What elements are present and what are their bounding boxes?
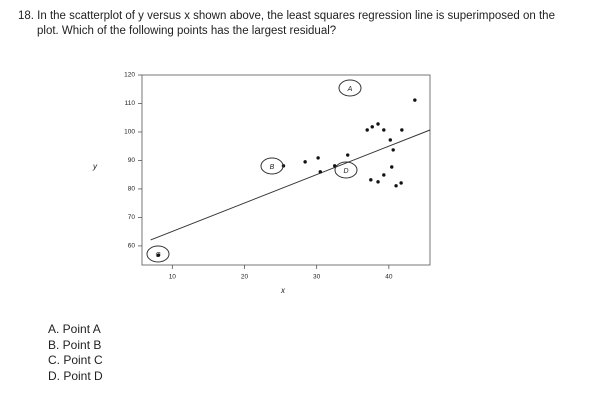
y-tick-label: 70 bbox=[128, 214, 136, 221]
point bbox=[370, 125, 374, 129]
y-tick-label: 60 bbox=[128, 243, 136, 250]
y-tick-label: 100 bbox=[124, 129, 135, 136]
x-tick-label: 40 bbox=[385, 274, 393, 281]
annotation-circle bbox=[334, 161, 358, 179]
point bbox=[376, 122, 380, 126]
y-tick-label: 120 bbox=[124, 72, 135, 79]
point bbox=[346, 153, 350, 157]
annotation-circle bbox=[260, 157, 284, 175]
point bbox=[399, 181, 403, 185]
point bbox=[156, 253, 161, 257]
annotation-label: B bbox=[270, 164, 275, 171]
annotation-label: C bbox=[155, 252, 161, 259]
x-tick-label: 10 bbox=[169, 274, 177, 281]
regression-line bbox=[150, 129, 431, 241]
point bbox=[382, 128, 386, 132]
y-axis-label: y bbox=[92, 162, 98, 171]
question: 18. In the scatterplot of y versus x sho… bbox=[18, 10, 555, 37]
point bbox=[303, 160, 307, 164]
point bbox=[391, 148, 395, 152]
point bbox=[413, 98, 417, 102]
x-axis-label: x bbox=[280, 286, 286, 295]
annotation-circle bbox=[338, 79, 362, 97]
option: A. Point A bbox=[48, 322, 101, 336]
point bbox=[388, 138, 393, 142]
option: D. Point D bbox=[48, 368, 103, 383]
y-tick-label: 80 bbox=[128, 186, 136, 193]
y-tick-label: 90 bbox=[128, 157, 136, 164]
point bbox=[394, 184, 398, 188]
point bbox=[318, 170, 322, 174]
y-tick-label: 110 bbox=[125, 100, 136, 107]
point bbox=[316, 156, 320, 160]
point bbox=[376, 180, 380, 184]
point bbox=[369, 178, 373, 182]
annotation-circle bbox=[146, 245, 170, 263]
annotation-label: A bbox=[347, 86, 353, 93]
point bbox=[365, 128, 369, 132]
point bbox=[390, 165, 394, 169]
point bbox=[400, 128, 404, 132]
annotation-label: D bbox=[343, 168, 348, 175]
option: B. Point B bbox=[48, 337, 102, 352]
plot-frame bbox=[141, 74, 431, 266]
point bbox=[382, 173, 386, 177]
option: C. Point C bbox=[48, 353, 103, 367]
options: A. Point A B. Point B C. Point C D. Point D bbox=[48, 322, 103, 384]
x-tick-label: 20 bbox=[241, 274, 249, 281]
x-tick-label: 30 bbox=[313, 274, 321, 281]
